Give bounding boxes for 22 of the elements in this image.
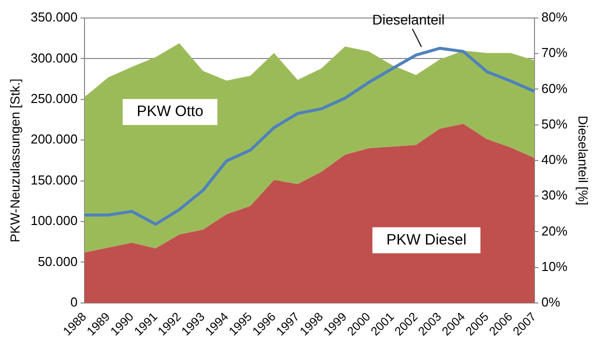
y2-tick-label: 20% bbox=[541, 223, 568, 238]
y2-axis-title: Dieselanteil [%] bbox=[576, 116, 591, 206]
y-axis-title: PKW-Neuzulassungen [Stk.] bbox=[7, 78, 22, 242]
y2-tick-label: 30% bbox=[541, 188, 568, 203]
y-tick-label: 300.000 bbox=[30, 50, 78, 66]
series-label: Dieselanteil bbox=[372, 12, 445, 28]
y-tick-label: 350.000 bbox=[30, 10, 78, 25]
y2-tick-label: 70% bbox=[541, 45, 568, 60]
y2-tick-label: 0% bbox=[541, 294, 561, 310]
y-tick-label: 50.000 bbox=[38, 254, 78, 269]
y-tick-label: 150.000 bbox=[30, 172, 78, 188]
series-label: PKW Otto bbox=[136, 103, 204, 120]
y-tick-label: 0 bbox=[70, 294, 78, 310]
y2-tick-label: 80% bbox=[541, 10, 568, 25]
y2-tick-label: 50% bbox=[541, 116, 568, 132]
series-label: PKW Diesel bbox=[386, 231, 466, 248]
y-tick-label: 100.000 bbox=[30, 213, 78, 228]
y-tick-label: 250.000 bbox=[30, 90, 78, 106]
y2-tick-label: 40% bbox=[541, 152, 568, 168]
y2-tick-label: 10% bbox=[541, 258, 568, 274]
y2-tick-label: 60% bbox=[541, 80, 568, 96]
y-tick-label: 200.000 bbox=[30, 132, 78, 147]
